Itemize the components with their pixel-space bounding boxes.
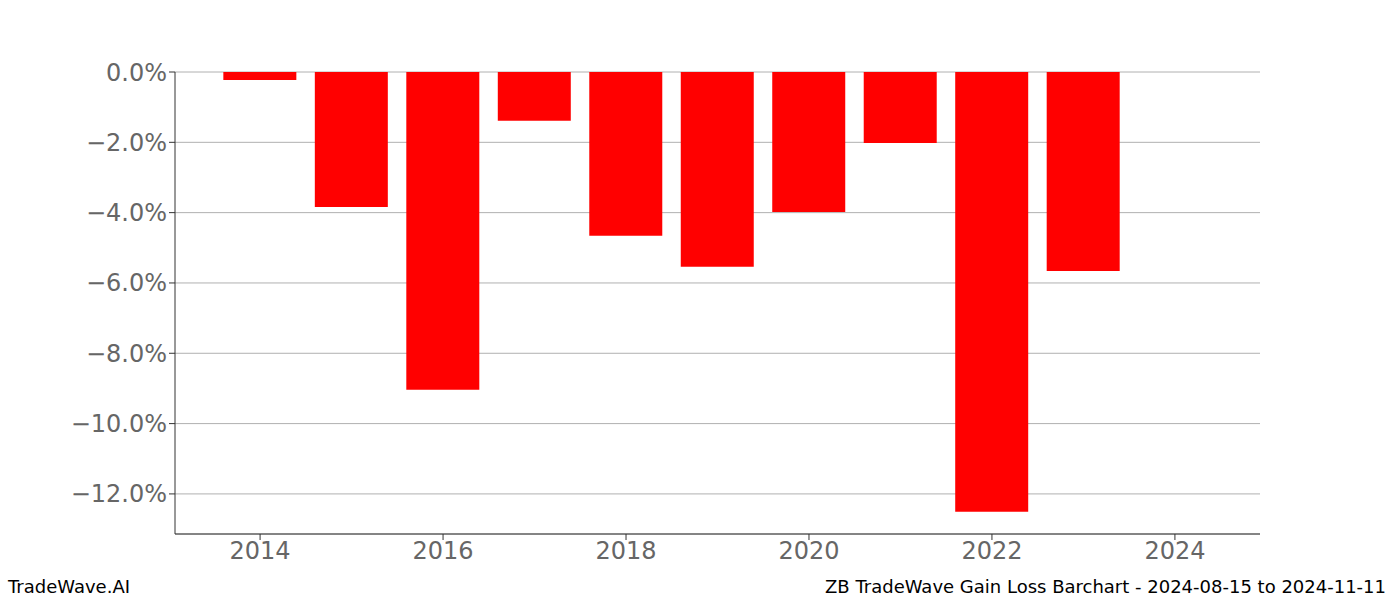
html-text:TradeWave.AI: TradeWave.AI — [8, 576, 130, 597]
svg-text:−12.0%: −12.0% — [71, 480, 167, 508]
html-text:ZB TradeWave Gain Loss Barchar: ZB TradeWave Gain Loss Barchart - 2024-0… — [825, 576, 1386, 597]
svg-text:−4.0%: −4.0% — [86, 199, 167, 227]
svg-text:2016: 2016 — [413, 537, 474, 565]
svg-text:2024: 2024 — [1144, 537, 1205, 565]
svg-text:2014: 2014 — [230, 537, 291, 565]
svg-text:−10.0%: −10.0% — [71, 410, 167, 438]
svg-text:−8.0%: −8.0% — [86, 340, 167, 368]
svg-text:−2.0%: −2.0% — [86, 129, 167, 157]
svg-text:−6.0%: −6.0% — [86, 269, 167, 297]
svg-text:2022: 2022 — [961, 537, 1022, 565]
svg-text:2020: 2020 — [778, 537, 839, 565]
svg-text:0.0%: 0.0% — [106, 59, 167, 87]
svg-text:2018: 2018 — [595, 537, 656, 565]
